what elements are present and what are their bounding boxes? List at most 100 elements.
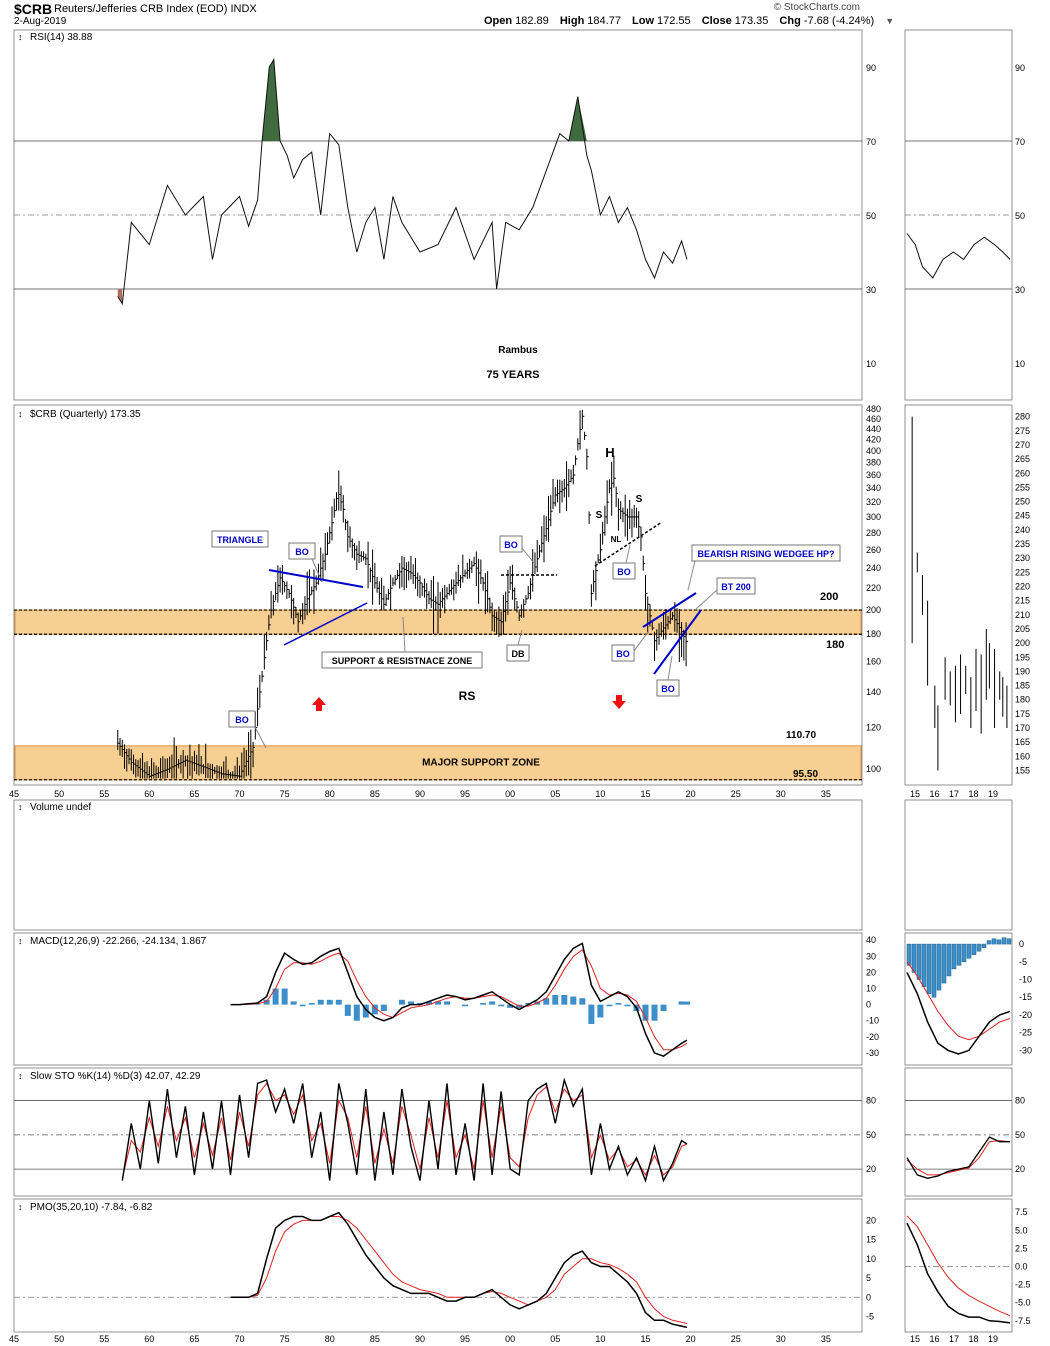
rsi-title: RSI(14) 38.88 <box>30 32 93 43</box>
right-shoulder-label: S <box>636 494 643 505</box>
low-label: Low <box>632 15 655 27</box>
price-ytick-label: 260 <box>866 545 881 555</box>
macd-ytick-label: 30 <box>866 951 876 961</box>
pmo-inset-ytick-label: 2.5 <box>1015 1243 1028 1253</box>
pmo-ytick-label: 10 <box>866 1254 876 1264</box>
bo-label-triangle-box <box>288 542 316 560</box>
macd-histogram-bar <box>570 996 577 1005</box>
sto-expand-icon: ↕ <box>18 1071 23 1081</box>
price-panel-frame <box>13 404 863 786</box>
x-tick-label: 05 <box>550 1334 560 1344</box>
x-tick-label: 45 <box>9 789 19 799</box>
price-inset-ytick-label: 250 <box>1015 497 1030 507</box>
macd-histogram-bar <box>651 1004 658 1021</box>
x-tick-label: 95 <box>460 1334 470 1344</box>
price-inset-ytick-label: 265 <box>1015 454 1030 464</box>
macd-inset-histogram-bar <box>926 943 932 994</box>
pmo-inset-line <box>906 1222 1011 1324</box>
x-tick-label: 55 <box>99 1334 109 1344</box>
price-inset-ytick-label: 225 <box>1015 567 1030 577</box>
macd-inset-histogram-bar <box>956 943 962 966</box>
macd-inset-ytick-label: -15 <box>1019 992 1032 1002</box>
price-inset-ytick-label: 155 <box>1015 766 1030 776</box>
inset-x-tick-label: 16 <box>929 789 939 799</box>
x-tick-label: 15 <box>640 789 650 799</box>
macd-ytick-label: 20 <box>866 967 876 977</box>
macd-histogram-bar <box>344 1004 351 1016</box>
rsi-ytick-label: 70 <box>866 137 876 147</box>
triangle-label-box <box>211 530 269 548</box>
sto-inset-ytick-label: 80 <box>1015 1096 1025 1106</box>
macd-inset-ytick-label: -30 <box>1019 1045 1032 1055</box>
x-tick-label: 10 <box>595 789 605 799</box>
rsi-inset-line <box>906 233 1011 279</box>
macd-histogram-bar <box>299 1004 306 1007</box>
chart-header: $CRB Reuters/Jefferies CRB Index (EOD) I… <box>0 0 1050 30</box>
neckline-label: NL <box>611 535 622 544</box>
inset-x-tick-label: 19 <box>988 789 998 799</box>
x-tick-label: 50 <box>54 1334 64 1344</box>
chg-label: Chg <box>779 15 801 27</box>
index-full-name: Reuters/Jefferies CRB Index (EOD) <box>54 3 228 15</box>
inset-x-tick-label: 16 <box>929 1334 939 1344</box>
price-inset-ytick-label: 160 <box>1015 751 1030 761</box>
pmo-ytick-label: 0 <box>866 1292 871 1302</box>
x-tick-label: 75 <box>280 1334 290 1344</box>
slowsto-panel-frame <box>13 1067 863 1197</box>
price-inset-ytick-label: 260 <box>1015 468 1030 478</box>
macd-inset-histogram-bar <box>951 943 957 970</box>
bt200-label-box <box>716 577 756 595</box>
macd-inset-histogram-bar <box>986 940 992 945</box>
macd-histogram-bar <box>263 999 270 1005</box>
price-inset-ytick-label: 185 <box>1015 681 1030 691</box>
macd-histogram-bar <box>272 988 279 1005</box>
volume-inset-frame <box>904 799 1013 931</box>
index-name: Reuters/Jefferies CRB Index (EOD) INDX <box>54 3 257 15</box>
macd-inset-ytick-label: 0 <box>1019 939 1024 949</box>
macd-inset-histogram-bar <box>996 939 1002 945</box>
price-inset-frame <box>904 404 1013 786</box>
triangle-upper-trendline <box>268 569 364 588</box>
rsi-inset-ytick-label: 90 <box>1015 63 1025 73</box>
pmo-ytick-label: 20 <box>866 1215 876 1225</box>
wedge-lower-trendline <box>653 609 702 675</box>
macd-inset-histogram-bar <box>911 943 917 973</box>
x-tick-label: 00 <box>505 789 515 799</box>
sto-inset-ytick-label: 20 <box>1015 1164 1025 1174</box>
macd-histogram-bar <box>543 998 550 1005</box>
dropdown-triangle-icon[interactable]: ▼ <box>885 16 895 26</box>
pmo-inset-ytick-label: -7.5 <box>1015 1316 1031 1326</box>
macd-title: MACD(12,26,9) -22.266, -24.134, 1.867 <box>30 936 207 947</box>
macd-inset-histogram-bar <box>971 943 977 955</box>
price-ytick-label: 400 <box>866 446 881 456</box>
sto-ytick-label: 50 <box>866 1130 876 1140</box>
macd-histogram-bar <box>507 1004 514 1008</box>
macd-inset-histogram-bar <box>976 943 982 952</box>
support-resistance-label-box <box>321 651 483 669</box>
pmo-ytick-label: -5 <box>866 1311 874 1321</box>
open-label: Open <box>484 15 513 27</box>
sto-inset-k-line <box>906 1136 1010 1179</box>
rsi-ytick-label: 10 <box>866 359 876 369</box>
x-tick-label: 65 <box>189 789 199 799</box>
price-ytick-label: 380 <box>866 458 881 468</box>
pmo-inset-ytick-label: 0.0 <box>1015 1262 1028 1272</box>
macd-histogram-bar <box>353 1004 360 1021</box>
x-tick-label: 00 <box>505 1334 515 1344</box>
macd-inset-histogram-bar <box>916 943 922 980</box>
macd-histogram-bar <box>308 1003 315 1005</box>
high-value: 184.77 <box>587 15 621 27</box>
bo-label-1972-box <box>228 710 256 728</box>
x-tick-label: 85 <box>370 789 380 799</box>
bo-label-triangle: BO <box>295 547 309 557</box>
price-ytick-label: 200 <box>866 605 881 615</box>
db-label: DB <box>512 649 525 659</box>
inset-x-tick-label: 17 <box>949 789 959 799</box>
support-resistance-label: SUPPORT & RESISTNACE ZONE <box>332 656 473 666</box>
bo-label-2000: BO <box>504 540 518 550</box>
x-tick-label: 25 <box>731 789 741 799</box>
macd-inset-histogram-bar <box>1006 938 1012 945</box>
x-tick-label: 60 <box>144 789 154 799</box>
x-tick-label: 85 <box>370 1334 380 1344</box>
annotation-pointer <box>402 616 406 653</box>
